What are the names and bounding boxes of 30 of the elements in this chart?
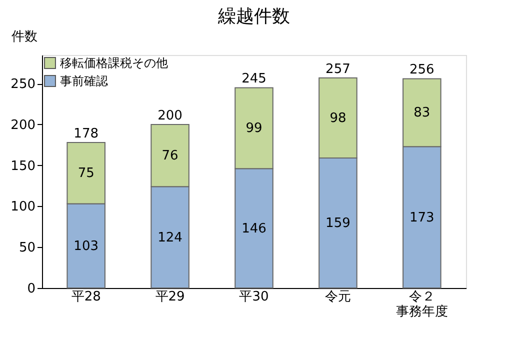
total-label: 200	[158, 108, 182, 124]
total-label: 257	[326, 62, 350, 77]
x-tick-label: 平29	[155, 290, 185, 304]
data-label: 159	[326, 216, 350, 232]
y-axis-title: 件数	[12, 30, 38, 44]
data-label: 103	[74, 238, 98, 254]
total-label: 178	[74, 126, 98, 142]
data-label: 98	[330, 110, 346, 126]
data-label: 99	[246, 121, 262, 136]
legend-label: 事前確認	[60, 74, 108, 88]
data-label: 146	[242, 221, 266, 236]
y-tick-label: 0	[27, 282, 36, 296]
y-tick-label: 250	[10, 77, 36, 92]
y-tick-label: 200	[10, 118, 36, 133]
x-tick-label: 令２事務年度	[396, 290, 448, 320]
chart-title: 繰越件数	[217, 6, 290, 27]
data-label: 75	[78, 166, 94, 182]
y-tick-label: 150	[10, 158, 36, 174]
y-tick-label: 100	[10, 200, 36, 215]
total-label: 256	[410, 62, 434, 78]
data-label: 83	[414, 106, 430, 121]
y-tick-label: 50	[18, 240, 36, 256]
data-label: 173	[410, 210, 434, 226]
total-label: 245	[242, 72, 266, 87]
legend-label: 移転価格課税その他	[60, 56, 168, 70]
x-tick-label: 平28	[71, 290, 101, 304]
x-tick-label: 平30	[239, 290, 269, 304]
data-label: 124	[158, 230, 182, 246]
x-tick-label: 令元	[324, 290, 351, 304]
data-label: 76	[162, 148, 178, 164]
